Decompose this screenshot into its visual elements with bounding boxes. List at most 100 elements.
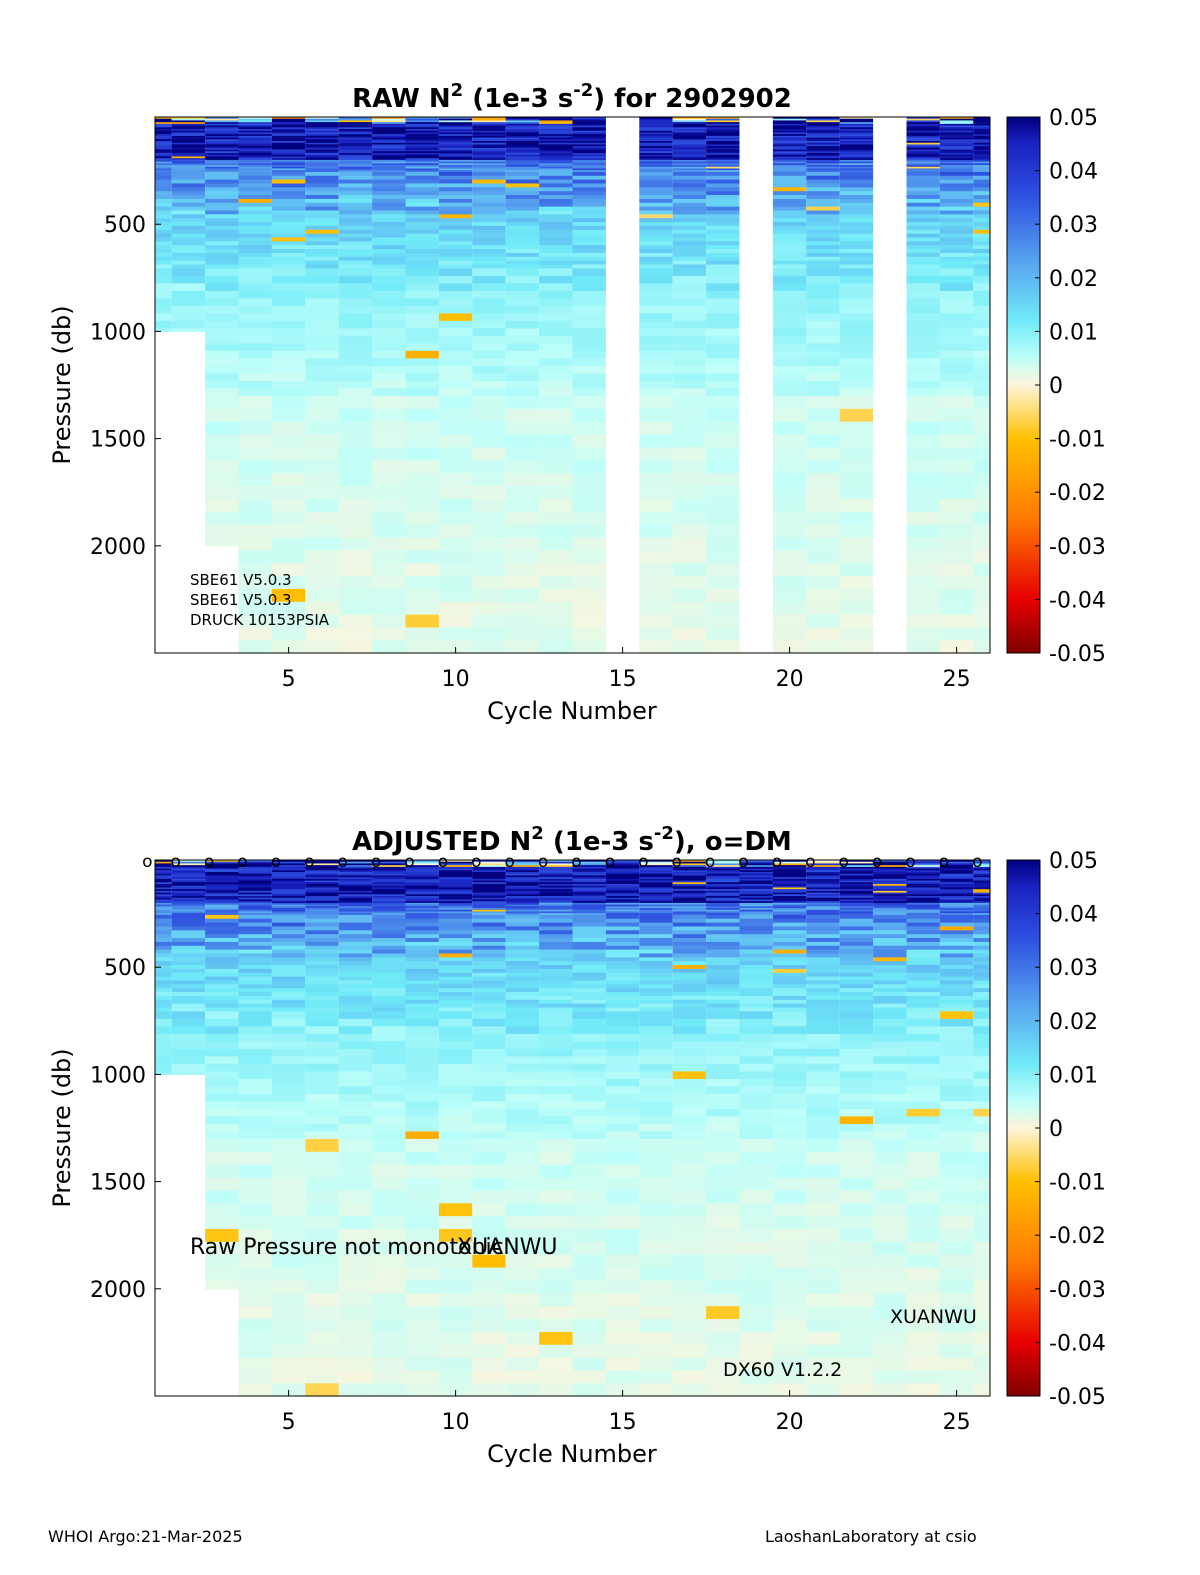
heatmap-cell: [405, 885, 439, 889]
heatmap-cell: [706, 365, 740, 375]
heatmap-cell: [372, 1280, 406, 1294]
heatmap-cell: [639, 118, 673, 122]
heatmap-cell: [405, 1138, 439, 1153]
heatmap-cell: [338, 147, 373, 151]
heatmap-cell: [472, 388, 506, 397]
heatmap-cell: [472, 1048, 506, 1057]
heatmap-cell: [572, 945, 606, 951]
heatmap-cell: [338, 914, 373, 920]
heatmap-cell: [772, 945, 807, 951]
heatmap-cell: [338, 135, 373, 139]
heatmap-cell: [806, 884, 840, 887]
heatmap-cell: [338, 1216, 373, 1230]
heatmap-cell: [973, 601, 990, 616]
heatmap-cell: [438, 957, 473, 962]
heatmap-cell: [639, 147, 673, 151]
heatmap-cell: [605, 1101, 640, 1110]
heatmap-cell: [338, 640, 373, 654]
heatmap-cell: [906, 137, 940, 140]
heatmap-cell: [405, 941, 439, 947]
heatmap-cell: [155, 884, 172, 887]
heatmap-cell: [939, 1267, 974, 1282]
heatmap-cell: [405, 214, 439, 219]
heatmap-cell: [973, 1033, 990, 1042]
heatmap-cell: [505, 918, 540, 924]
heatmap-cell: [906, 880, 940, 883]
heatmap-cell: [505, 1123, 540, 1133]
heatmap-cell: [772, 149, 807, 152]
heatmap-cell: [839, 914, 874, 920]
heatmap-cell: [706, 926, 740, 931]
heatmap-cell: [338, 953, 373, 958]
heatmap-cell: [672, 576, 707, 590]
heatmap-cell: [472, 122, 506, 125]
heatmap-cell: [205, 861, 239, 865]
heatmap-cell: [205, 999, 239, 1005]
heatmap-cell: [739, 908, 773, 911]
heatmap-cell: [672, 890, 707, 894]
heatmap-cell: [572, 992, 606, 997]
heatmap-cell: [672, 1138, 707, 1153]
heatmap-cell: [706, 222, 740, 227]
heatmap-cell: [405, 132, 439, 135]
heatmap-cell: [305, 1306, 339, 1320]
heatmap-cell: [572, 1093, 606, 1103]
heatmap-cell: [672, 972, 707, 978]
heatmap-cell: [706, 988, 740, 993]
heatmap-cell: [372, 117, 406, 120]
heatmap-cell: [405, 865, 439, 868]
heatmap-cell: [839, 161, 874, 164]
heatmap-cell: [238, 335, 272, 344]
heatmap-cell: [171, 149, 206, 152]
heatmap-cell: [155, 195, 172, 200]
heatmap-cell: [271, 229, 306, 235]
heatmap-cell: [772, 283, 807, 292]
heatmap-cell: [873, 896, 907, 899]
heatmap-cell: [772, 237, 807, 242]
heatmap-cell: [472, 358, 506, 367]
adjusted-y-axis-label: Pressure (db): [48, 1048, 76, 1207]
heatmap-cell: [939, 268, 974, 277]
heatmap-cell: [572, 350, 606, 360]
heatmap-cell: [906, 313, 940, 322]
heatmap-cell: [338, 151, 373, 154]
heatmap-cell: [706, 132, 740, 135]
heatmap-cell: [438, 1293, 473, 1307]
heatmap-cell: [539, 179, 573, 185]
heatmap-cell: [505, 1018, 540, 1027]
heatmap-cell: [639, 168, 673, 171]
heatmap-cell: [372, 163, 406, 166]
heatmap-cell: [438, 868, 473, 871]
heatmap-cell: [605, 896, 640, 899]
heatmap-cell: [305, 260, 339, 266]
heatmap-cell: [155, 141, 172, 144]
heatmap-cell: [739, 1370, 773, 1384]
heatmap-cell: [706, 872, 740, 875]
heatmap-cell: [505, 1011, 540, 1020]
heatmap-cell: [973, 118, 990, 122]
heatmap-cell: [772, 122, 807, 125]
heatmap-cell: [205, 118, 239, 122]
heatmap-cell: [238, 161, 272, 164]
heatmap-cell: [806, 1138, 840, 1153]
heatmap-cell: [839, 1164, 874, 1179]
heatmap-cell: [839, 129, 874, 132]
heatmap-cell: [171, 132, 206, 135]
heatmap-cell: [572, 1216, 606, 1230]
heatmap-cell: [639, 380, 673, 390]
heatmap-cell: [238, 147, 272, 151]
heatmap-cell: [372, 252, 406, 258]
heatmap-cell: [973, 938, 990, 943]
heatmap-cell: [271, 1041, 306, 1050]
heatmap-cell: [639, 229, 673, 235]
heatmap-cell: [772, 627, 807, 641]
heatmap-cell: [372, 225, 406, 231]
heatmap-cell: [939, 511, 974, 526]
heatmap-cell: [973, 1177, 990, 1191]
heatmap-cell: [906, 147, 940, 151]
heatmap-cell: [939, 938, 974, 943]
heatmap-cell: [472, 901, 506, 904]
heatmap-cell: [939, 1190, 974, 1204]
heatmap-cell: [505, 168, 540, 171]
heatmap-cell: [372, 237, 406, 242]
